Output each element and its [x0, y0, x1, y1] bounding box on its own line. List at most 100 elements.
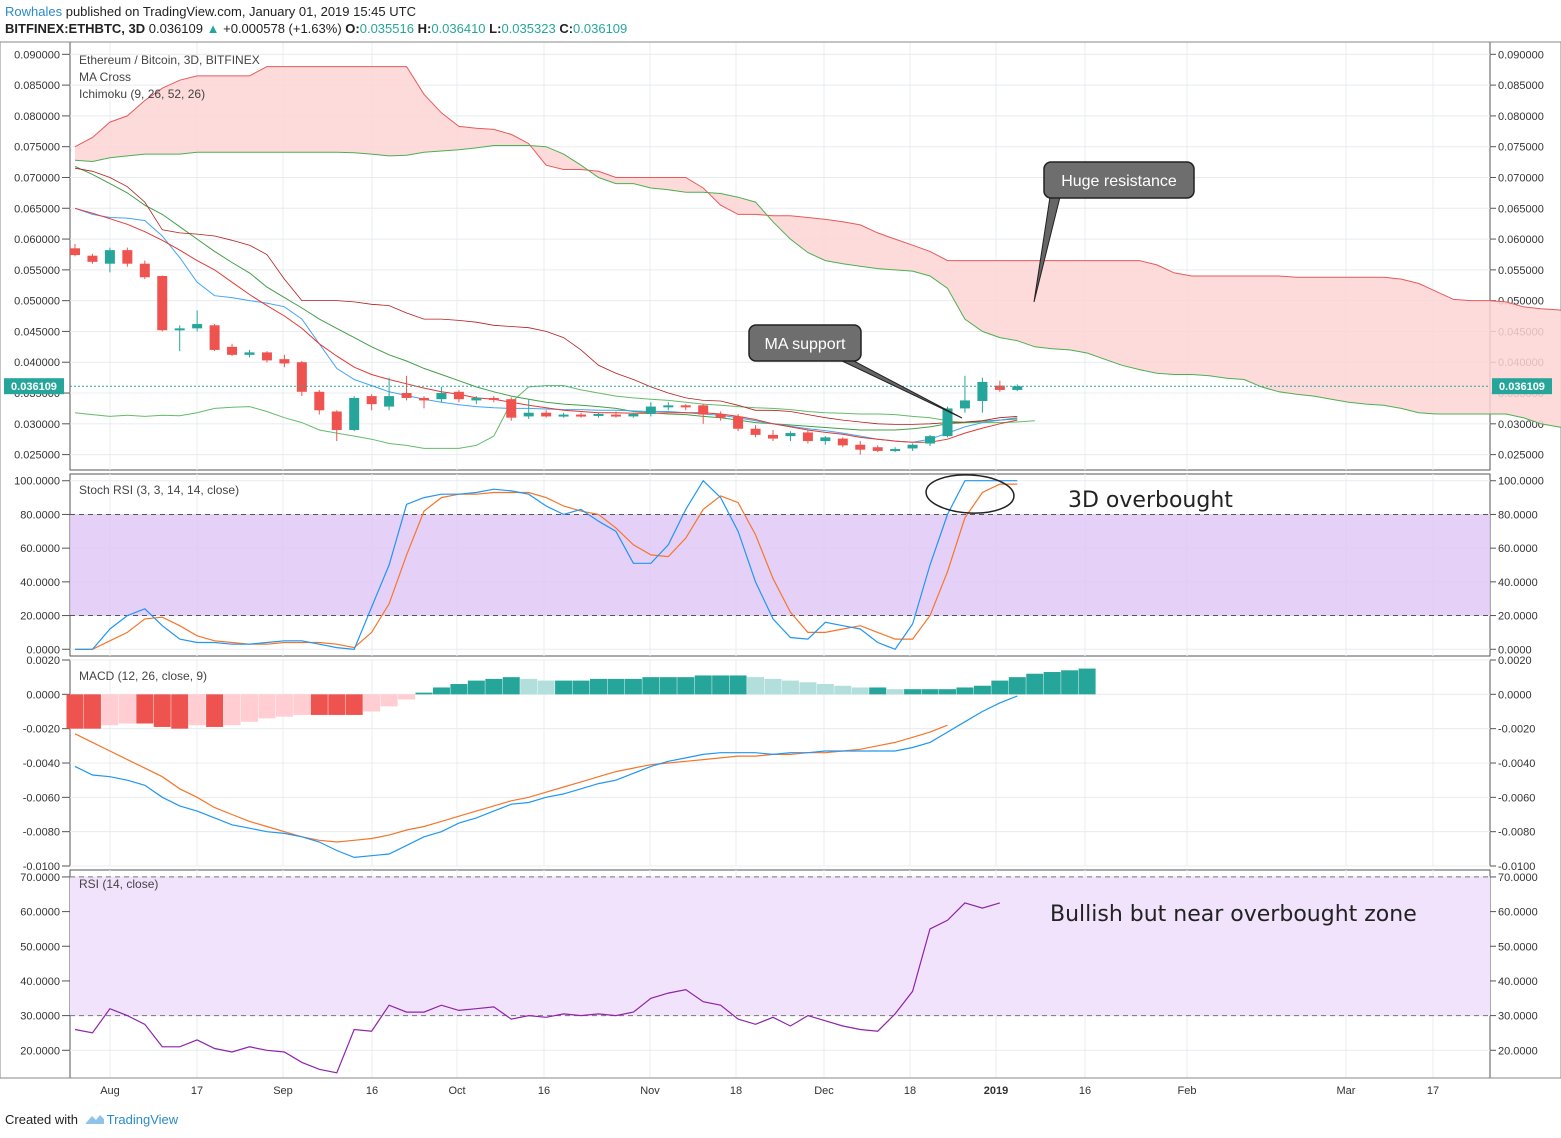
macd-histogram-bar — [607, 678, 625, 695]
y-tick-label-left: -0.0080 — [23, 827, 60, 839]
macd-histogram-bar — [939, 689, 956, 695]
rsi-line — [74, 902, 1000, 1074]
indicator-label-ichimoku: Ichimoku (9, 26, 52, 26) — [79, 87, 205, 101]
candle-body — [436, 393, 447, 400]
stoch-d-line — [75, 483, 1018, 650]
candle — [925, 434, 936, 446]
change-value: +0.000578 (+1.63%) — [223, 21, 342, 36]
candle — [261, 351, 272, 363]
y-tick-label-right: 0.070000 — [1498, 172, 1544, 184]
candle — [331, 410, 342, 442]
candle-body — [227, 346, 238, 355]
macd-histogram-bar — [1043, 672, 1061, 695]
macd-histogram-bar — [1008, 677, 1026, 695]
candle-body — [837, 438, 848, 446]
candle — [192, 310, 203, 332]
y-tick-label-right: 80.0000 — [1498, 509, 1538, 521]
y-tick-label-right: -0.0100 — [1498, 861, 1535, 873]
candle — [139, 260, 150, 280]
y-tick-label-left: 30.0000 — [20, 1011, 60, 1023]
candle — [698, 404, 709, 424]
macd-histogram-bar — [188, 694, 206, 726]
y-tick-label-left: 0.050000 — [14, 296, 60, 308]
candle-body — [314, 391, 325, 411]
y-tick-label-right: 60.0000 — [1498, 907, 1538, 919]
candle-body — [174, 328, 185, 331]
callout-box — [1043, 161, 1195, 199]
macd-histogram-bar — [869, 687, 887, 695]
candle — [645, 402, 656, 417]
callout-text: Huge resistance — [1061, 173, 1177, 190]
candle — [157, 275, 168, 332]
x-tick-label: Sep — [273, 1085, 293, 1097]
rsi-band — [70, 876, 1490, 1016]
kijun-line — [74, 167, 1018, 425]
tradingview-link[interactable]: TradingView — [106, 1112, 179, 1127]
y-tick-label-left: -0.0040 — [23, 758, 60, 770]
macd-histogram-bar — [694, 675, 712, 695]
candle-body — [192, 324, 203, 329]
y-tick-label-left: 0.025000 — [14, 450, 60, 462]
open-label: O: — [345, 21, 360, 36]
candle — [610, 411, 621, 418]
y-tick-label-right: 0.075000 — [1498, 142, 1544, 154]
candle — [1012, 384, 1023, 392]
macd-histogram-bar — [136, 694, 154, 724]
macd-histogram-bar — [153, 694, 171, 727]
candle-body — [488, 397, 499, 400]
macd-histogram-bar — [310, 694, 328, 715]
candle — [122, 247, 133, 267]
candle-body — [593, 413, 604, 416]
candle-body — [558, 414, 569, 417]
x-tick-label: Dec — [814, 1085, 834, 1097]
candle-body — [471, 397, 482, 401]
close-value: 0.036109 — [573, 21, 628, 36]
macd-histogram-bar — [83, 694, 101, 729]
candle-body — [750, 428, 761, 435]
y-tick-label-left: 0.055000 — [14, 265, 60, 277]
macd-histogram-bar — [991, 680, 1009, 695]
pane-title-stoch-rsi: Stoch RSI (3, 3, 14, 14, close) — [79, 483, 239, 497]
candle — [314, 389, 325, 415]
macd-histogram-bar — [223, 694, 241, 726]
candle-body — [785, 433, 796, 437]
macd-histogram-bar — [171, 694, 189, 729]
candle — [453, 389, 464, 403]
candle-body — [1012, 386, 1023, 390]
candle — [820, 436, 831, 445]
y-tick-label-left: 0.030000 — [14, 419, 60, 431]
macd-histogram-bar — [1061, 670, 1079, 695]
y-tick-label-left: 60.0000 — [20, 543, 60, 555]
publish-line: Rowhales published on TradingView.com, J… — [5, 4, 416, 19]
macd-histogram-bar — [764, 678, 782, 695]
y-tick-label-left: 0.045000 — [14, 326, 60, 338]
candle-body — [994, 385, 1005, 390]
candle — [593, 412, 604, 418]
last-price-badge-left — [4, 378, 64, 395]
y-tick-label-right: 30.0000 — [1498, 1011, 1538, 1023]
candle — [419, 396, 429, 409]
macd-histogram-bar — [729, 675, 747, 695]
candle — [244, 349, 255, 358]
tradingview-logo-icon — [85, 1115, 104, 1124]
macd-histogram-bar — [659, 677, 677, 695]
high-label: H: — [417, 21, 432, 36]
macd-histogram-bar — [712, 675, 730, 695]
y-tick-label-left: 0.075000 — [14, 142, 60, 154]
candle-body — [541, 412, 552, 417]
candle — [715, 411, 726, 421]
overbought-oversold-band — [70, 514, 1490, 616]
macd-histogram-bar — [642, 677, 660, 695]
macd-histogram-bar — [973, 685, 991, 695]
ohlc-line: BITFINEX:ETHBTC, 3D 0.036109 ▲ +0.000578… — [5, 21, 627, 36]
candle-body — [733, 416, 744, 429]
macd-histogram-bar — [118, 694, 136, 724]
publisher-link[interactable]: Rowhales — [5, 4, 63, 19]
candle-body — [890, 449, 901, 452]
candle-body — [261, 352, 272, 361]
y-tick-label-left: 70.0000 — [20, 872, 60, 884]
candle-body — [70, 248, 80, 256]
y-tick-label-right: 60.0000 — [1498, 543, 1538, 555]
y-tick-label-right: 0.065000 — [1498, 203, 1544, 215]
